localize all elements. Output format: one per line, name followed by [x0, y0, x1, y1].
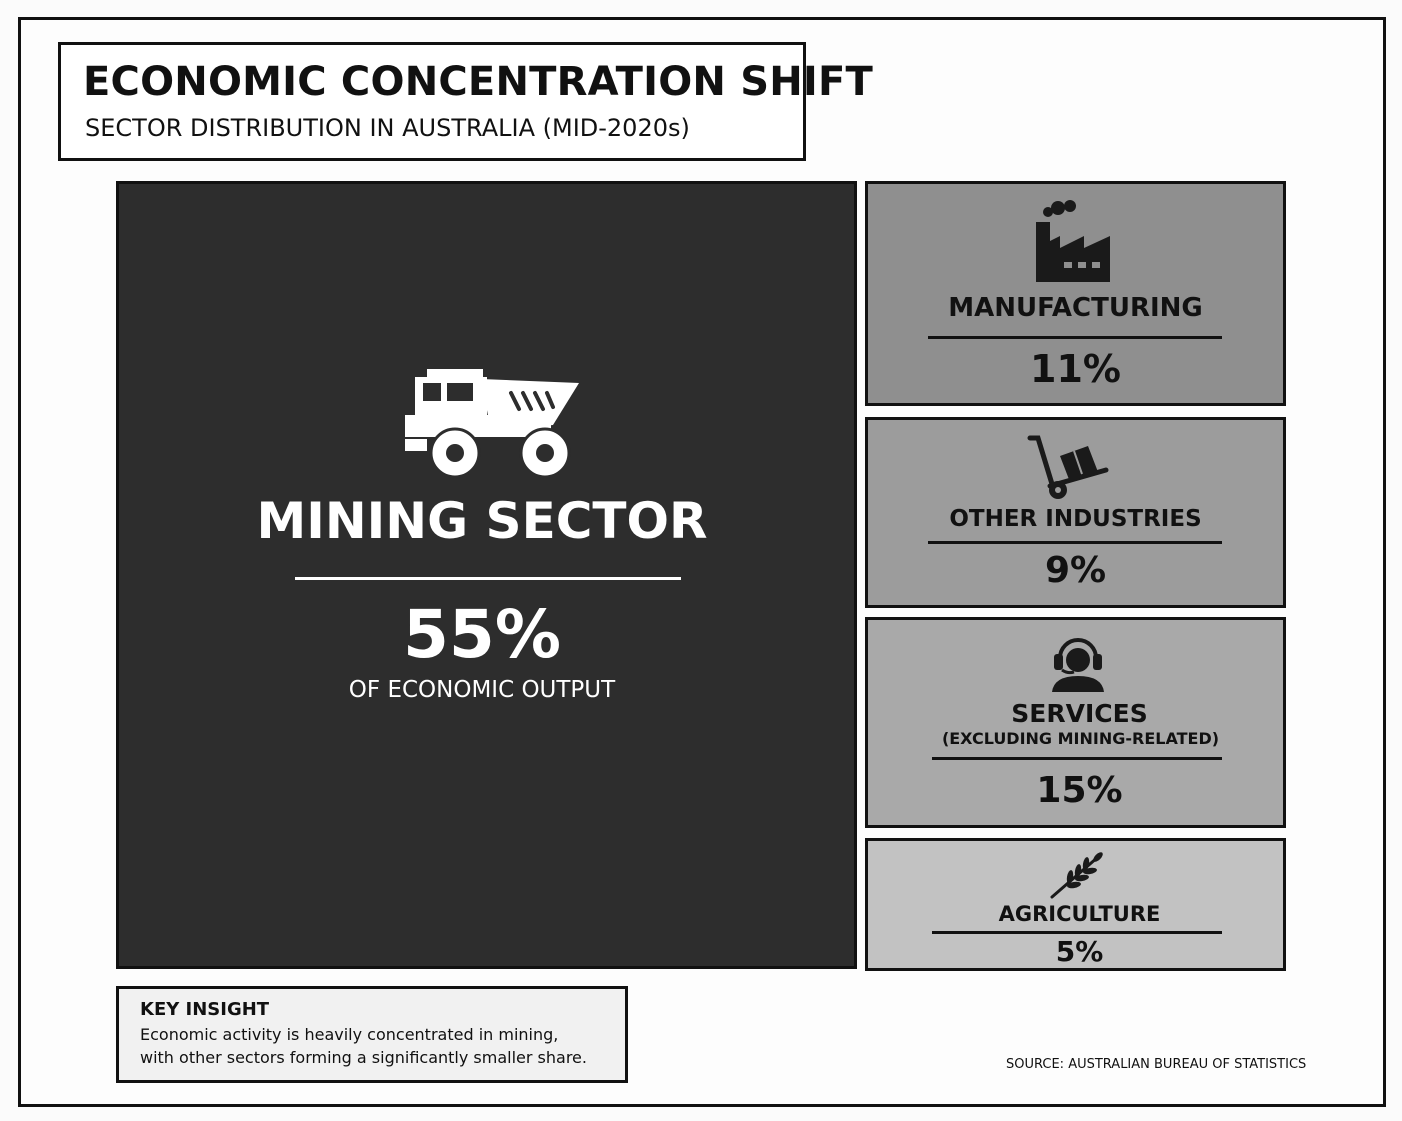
title-box: ECONOMIC CONCENTRATION SHIFT SECTOR DIST…	[58, 42, 873, 161]
insight-text-line-1: Economic activity is heavily concentrate…	[140, 1025, 559, 1044]
sector-label: SERVICES	[1011, 699, 1148, 728]
sector-value: 5%	[1055, 935, 1104, 968]
insight-heading: KEY INSIGHT	[140, 999, 270, 1020]
sector-label: MANUFACTURING	[948, 293, 1203, 323]
tile-manufacturing: MANUFACTURING 11%	[865, 181, 1286, 406]
tile-other-industries: OTHER INDUSTRIES 9%	[865, 417, 1286, 608]
page-title: ECONOMIC CONCENTRATION SHIFT	[83, 59, 874, 105]
mining-truck-icon	[405, 369, 579, 479]
factory-icon	[1036, 200, 1110, 282]
divider	[932, 757, 1222, 760]
key-insight-box: KEY INSIGHT Economic activity is heavily…	[116, 986, 628, 1083]
sector-label: MINING SECTOR	[256, 492, 708, 550]
sector-value: 11%	[1030, 347, 1121, 391]
sector-description: OF ECONOMIC OUTPUT	[348, 677, 616, 703]
sector-value: 15%	[1036, 770, 1123, 811]
sector-value: 55%	[403, 596, 561, 673]
wheat-icon	[1050, 852, 1103, 899]
tile-agriculture: AGRICULTURE 5%	[865, 838, 1286, 971]
divider	[928, 541, 1222, 544]
divider	[928, 336, 1222, 339]
sector-sublabel: (EXCLUDING MINING-RELATED)	[941, 729, 1220, 748]
sector-label: OTHER INDUSTRIES	[949, 506, 1202, 532]
tile-mining: MINING SECTOR 55% OF ECONOMIC OUTPUT	[116, 181, 857, 969]
tile-services: SERVICES (EXCLUDING MINING-RELATED) 15%	[865, 617, 1286, 828]
insight-text-line-2: with other sectors forming a significant…	[140, 1048, 587, 1067]
sector-value: 9%	[1044, 550, 1107, 591]
source-note: SOURCE: AUSTRALIAN BUREAU OF STATISTICS	[1006, 1057, 1307, 1072]
divider	[932, 931, 1222, 934]
divider	[295, 577, 681, 580]
sector-label: AGRICULTURE	[998, 902, 1161, 926]
page-subtitle: SECTOR DISTRIBUTION IN AUSTRALIA (MID-20…	[85, 114, 690, 142]
hand-truck-icon	[1027, 435, 1109, 499]
headset-operator-icon	[1052, 638, 1104, 692]
